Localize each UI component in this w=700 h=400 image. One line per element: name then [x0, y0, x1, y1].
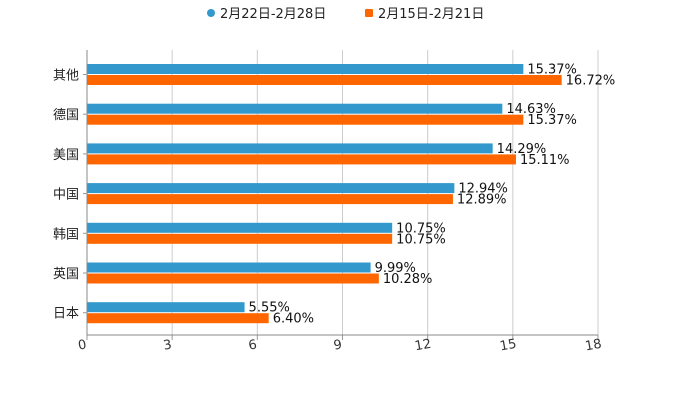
x-tick-label: 6	[247, 337, 258, 353]
data-label: 14.29%	[497, 142, 547, 157]
bar-series-1	[87, 262, 371, 273]
bar-series-1	[87, 302, 245, 313]
data-label: 5.55%	[249, 301, 290, 316]
bar-series-1	[87, 143, 493, 154]
category-label: 美国	[53, 148, 79, 163]
x-tick-label: 9	[333, 337, 344, 353]
category-label: 韩国	[53, 227, 79, 242]
data-label: 16.72%	[566, 74, 616, 89]
bar-series-2	[87, 154, 516, 165]
bar-series-2	[87, 273, 379, 284]
legend-marker-square	[365, 9, 373, 17]
data-label: 10.75%	[396, 221, 446, 236]
legend-label: 2月15日-2月21日	[378, 7, 484, 22]
data-labels: 15.37%16.72%14.63%15.37%14.29%15.11%12.9…	[249, 63, 616, 327]
data-label: 6.40%	[273, 312, 314, 327]
bar-series-2	[87, 313, 269, 324]
bar-series-2	[87, 75, 562, 85]
x-tick-label: 3	[162, 337, 173, 353]
bar-series-2	[87, 114, 524, 125]
bars	[87, 64, 562, 324]
bar-series-1	[87, 222, 393, 233]
data-label: 12.89%	[457, 193, 507, 208]
category-label: 中国	[53, 188, 79, 203]
category-label: 日本	[53, 307, 79, 322]
category-label: 德国	[53, 108, 79, 123]
bar-series-1	[87, 64, 524, 74]
x-tick-label: 15	[499, 337, 518, 355]
legend-label: 2月22日-2月28日	[220, 7, 326, 22]
x-tick-label: 0	[77, 337, 88, 353]
data-label: 10.28%	[383, 272, 433, 287]
bar-series-1	[87, 183, 455, 194]
bar-series-2	[87, 194, 453, 205]
legend-marker-circle	[207, 9, 215, 17]
x-tick-label: 18	[584, 337, 603, 355]
category-label: 英国	[53, 267, 79, 282]
data-label: 15.37%	[527, 63, 577, 78]
data-label: 9.99%	[375, 261, 416, 276]
data-label: 10.75%	[396, 232, 446, 247]
data-label: 12.94%	[458, 182, 508, 197]
data-label: 15.11%	[520, 153, 570, 168]
category-label: 其他	[53, 69, 79, 84]
x-tick-label: 12	[414, 337, 433, 355]
data-label: 14.63%	[506, 102, 556, 117]
bar-series-2	[87, 233, 393, 244]
bar-series-1	[87, 103, 503, 114]
legend: 2月22日-2月28日 2月15日-2月21日	[207, 7, 484, 22]
data-label: 15.37%	[527, 113, 577, 128]
